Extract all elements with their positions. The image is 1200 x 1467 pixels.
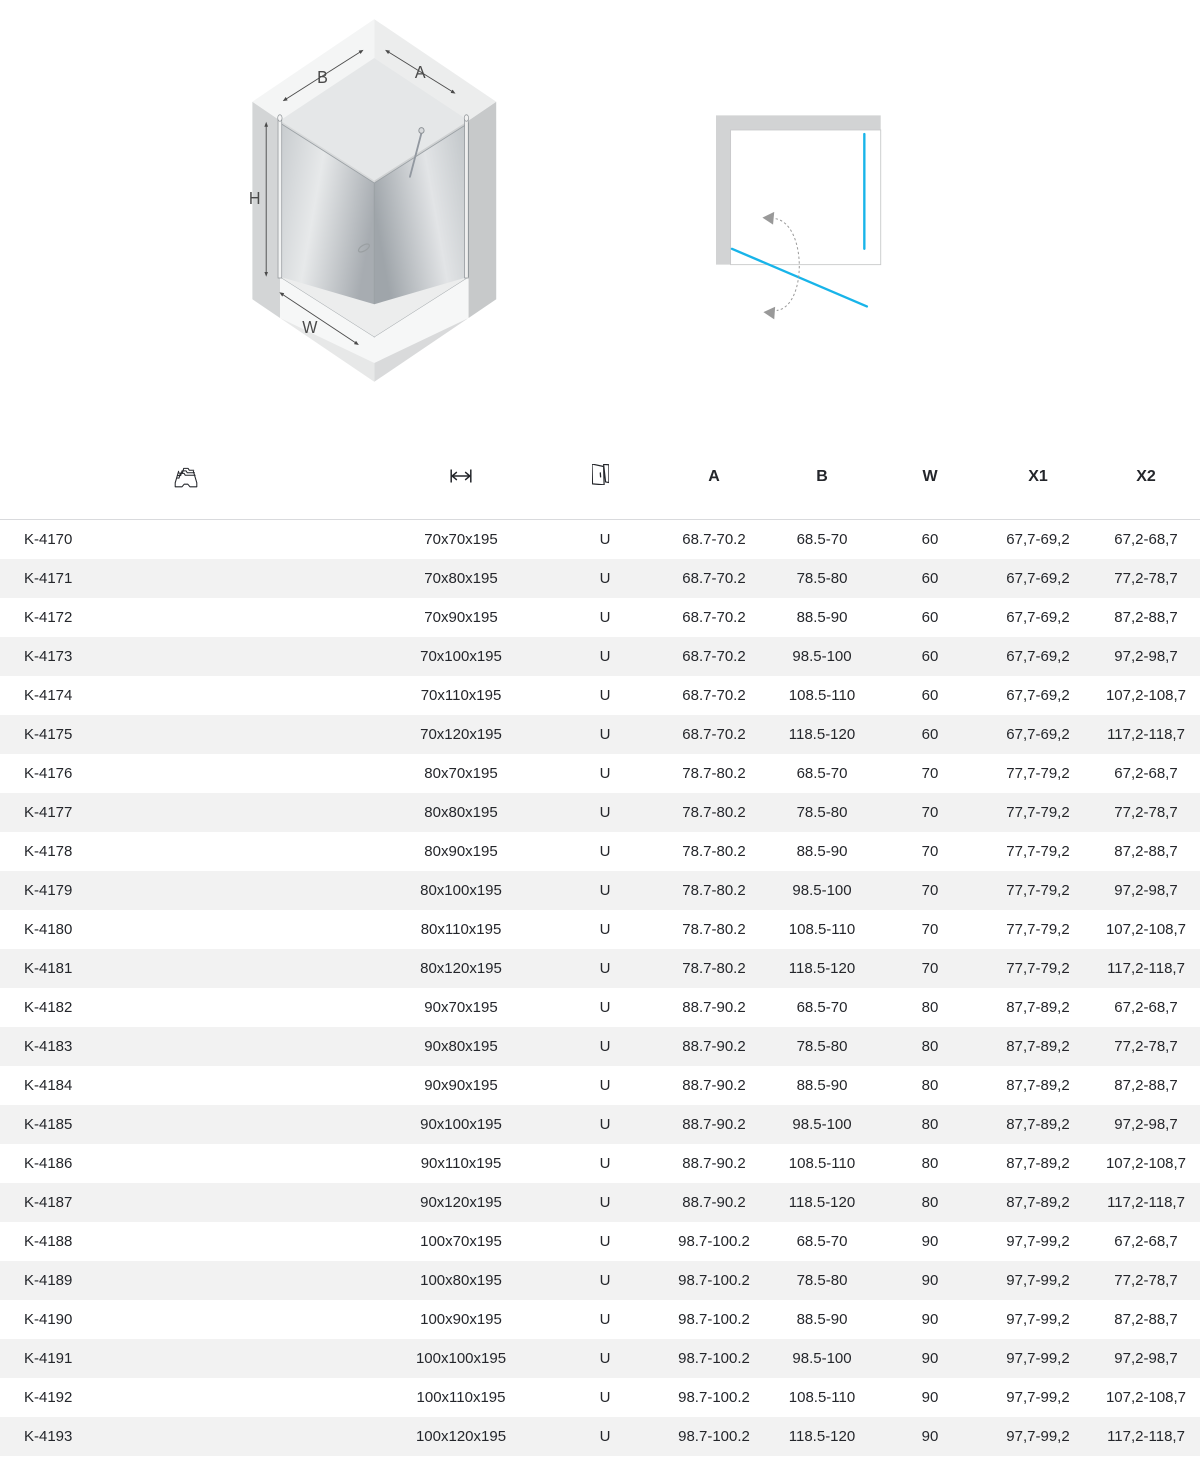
svg-text:B: B	[317, 67, 328, 87]
svg-text:A: A	[415, 62, 426, 82]
svg-text:W: W	[302, 317, 317, 337]
svg-text:H: H	[249, 189, 261, 209]
